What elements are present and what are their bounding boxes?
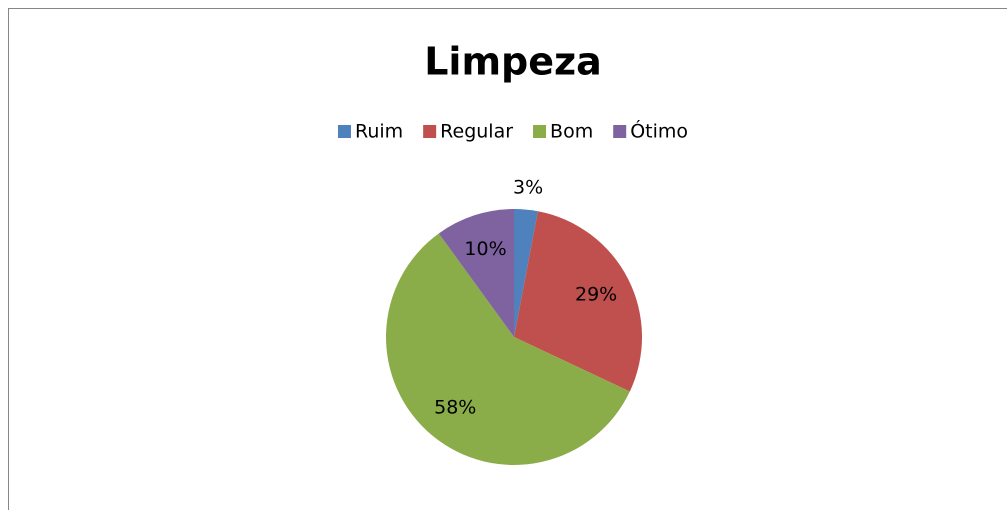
pie-slice — [514, 211, 643, 392]
value-label: 58% — [434, 397, 476, 419]
value-label: 3% — [513, 176, 543, 198]
pie-slice — [385, 233, 630, 465]
legend-swatch — [533, 125, 547, 138]
legend-text: Ótimo — [630, 119, 688, 143]
chart-title: Limpeza — [424, 40, 602, 84]
pie-slice — [438, 209, 514, 337]
legend-text: Regular — [440, 121, 513, 143]
legend-swatch — [423, 125, 437, 138]
legend-text: Ruim — [355, 121, 403, 143]
legend-swatch — [613, 125, 627, 138]
value-label: 10% — [464, 238, 506, 260]
legend-swatch — [337, 125, 351, 138]
pie-slice — [514, 209, 538, 337]
legend: Ruim Regular Bom Ótimo — [337, 119, 688, 143]
legend-text: Bom — [550, 121, 593, 143]
value-label: 29% — [575, 284, 617, 306]
